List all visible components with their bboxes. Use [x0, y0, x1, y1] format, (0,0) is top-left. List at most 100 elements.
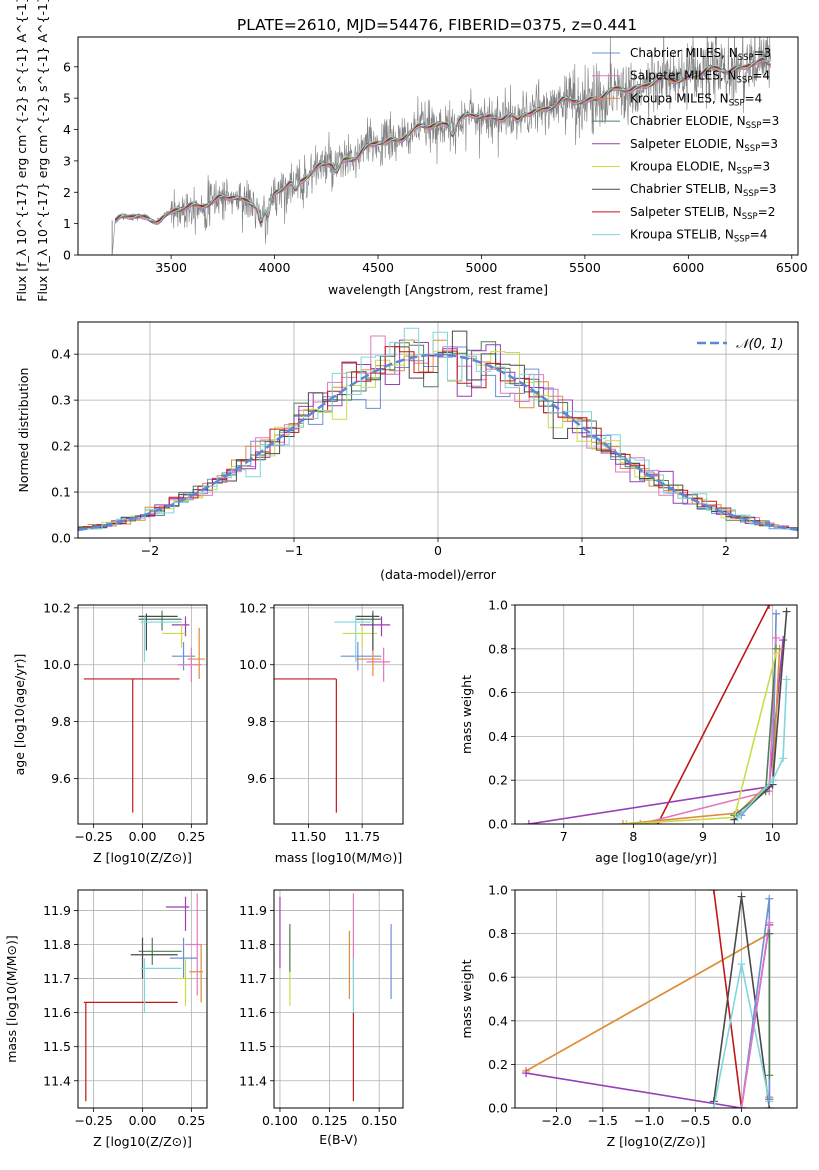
- mass_vs_Z-ytick-label: 11.6: [43, 1005, 71, 1020]
- age_vs_Z-ylabel: age [log10(age/yr)]: [12, 654, 27, 776]
- weight_vs_age-xtick-label: 8: [629, 829, 637, 844]
- weight_vs_age-marker-8-0: [733, 813, 742, 822]
- age_vs_mass-xtick-label: 11.50: [291, 829, 327, 844]
- mass_vs_Z-marks: [83, 893, 204, 1102]
- weight_vs_Z-marker-4-1: [737, 892, 746, 901]
- residuals-ylabel: Normed distribution: [16, 368, 31, 493]
- weight_vs_Z-marker-6-1: [765, 894, 774, 903]
- age_vs_mass-panel: 11.50 11.75 9.6 9.8 10.0 10.2 mass [log10(M/M⊙…: [239, 600, 404, 865]
- residuals-xtick-label: −2: [141, 543, 159, 558]
- age_vs_mass-plot-area: [274, 605, 403, 824]
- age_vs_Z-xtick-label: 0.25: [177, 829, 205, 844]
- weight_vs_age-line-1: [528, 639, 784, 824]
- weight_vs_age-ylabel: mass weight: [459, 675, 474, 754]
- weight_vs_age-marker-8-1: [768, 776, 777, 785]
- spectrum-ytick-label: 5: [63, 91, 71, 106]
- legend-gauss-label: 𝒩(0, 1): [736, 337, 783, 352]
- spectrum-panel: 3500 4000 4500 5000 5500 6000 6500 0 1 2 3 4 5 6 wavel…: [14, 0, 808, 302]
- mass_vs_Z-ytick-label: 11.8: [43, 937, 71, 952]
- residual-histogram-7: [82, 346, 798, 530]
- legend-label-2: Kroupa MILES, NSSP=4: [630, 91, 762, 108]
- weight_vs_age-marker-8-3: [782, 675, 791, 684]
- mass_vs_ebv-xlabel: E(B-V): [319, 1132, 358, 1147]
- spectrum-xtick-label: 5500: [569, 260, 601, 275]
- weight_vs_age-ytick-label: 0.0: [488, 817, 508, 832]
- weight_vs_Z-xtick-label: −1.5: [588, 1113, 618, 1128]
- weight_vs_Z-xtick-label: 0.0: [732, 1113, 752, 1128]
- weight_vs_age-marker-7-2: [782, 607, 791, 616]
- spectrum-xtick-label: 3500: [155, 260, 187, 275]
- weight_vs_age-marker-1-2: [779, 636, 788, 645]
- weight_vs_age-marker-1-0: [524, 820, 533, 824]
- spectrum-marks: [111, 37, 772, 255]
- residuals-ytick-label: 0.3: [51, 393, 71, 408]
- weight_vs_Z-marker-2-0: [522, 1069, 531, 1078]
- weight_vs_Z-ytick-label: 0.0: [488, 1101, 508, 1116]
- spectrum-ytick-label: 6: [63, 59, 71, 74]
- weight_vs_Z-ylabel: mass weight: [459, 959, 474, 1038]
- legend-label-1: Salpeter MILES, NSSP=4: [630, 69, 770, 86]
- weight_vs_Z-ytick-label: 0.6: [488, 970, 508, 985]
- weight_vs_age-line-0: [656, 605, 770, 824]
- legend-label-0: Chabrier MILES, NSSP=3: [630, 46, 771, 63]
- residuals-ytick-label: 0.0: [51, 531, 71, 546]
- charts-layer: 3500 4000 4500 5000 5500 6000 6500 0 1 2 3 4 5 6 wavel…: [4, 0, 808, 1149]
- spectrum-xtick-label: 4500: [362, 260, 394, 275]
- weight_vs_age-marker-0-1: [765, 605, 774, 609]
- spectrum-xtick-label: 5000: [466, 260, 498, 275]
- mass_vs_ebv-frame: [273, 889, 404, 1109]
- weight_vs_age-ytick-label: 0.2: [488, 773, 508, 788]
- residuals-xtick-label: 2: [722, 543, 730, 558]
- weight_vs_age-frame: [514, 604, 798, 825]
- weight_vs_Z-xtick-label: −0.5: [680, 1113, 710, 1128]
- age_vs_mass-ytick-label: 10.0: [239, 657, 267, 672]
- age_vs_mass-ytick-label: 9.6: [247, 771, 267, 786]
- age_vs_Z-xlabel: Z [log10(Z/Z⊙)]: [93, 850, 192, 865]
- age_vs_Z-ytick-label: 10.0: [43, 657, 71, 672]
- weight_vs_age-xtick-label: 10: [765, 829, 781, 844]
- spectrum-xtick-label: 6500: [776, 260, 808, 275]
- weight_vs_Z-panel: −2.0 −1.5 −1.0 −0.5 0.0 0.0 0.2 0.4 0.6 0.8 1.0 Z […: [459, 883, 798, 1149]
- weight_vs_age-marker-4-0: [618, 820, 627, 824]
- weight_vs_Z-marker-5-0: [709, 1104, 718, 1108]
- weight_vs_age-xtick-label: 7: [560, 829, 568, 844]
- spectrum-frame: [77, 36, 799, 256]
- legend-label-7: Salpeter STELIB, NSSP=2: [630, 205, 775, 222]
- weight_vs_Z-marker-6-2: [765, 1095, 774, 1104]
- age_vs_Z-xtick-label: −0.25: [74, 829, 112, 844]
- weight_vs_age-ytick-label: 0.6: [488, 685, 508, 700]
- weight_vs_Z-marker-3-0: [709, 890, 718, 894]
- legend-label-6: Chabrier STELIB, NSSP=3: [630, 182, 777, 199]
- legend-label-4: Salpeter ELODIE, NSSP=3: [630, 137, 778, 154]
- legend-label-5: Kroupa ELODIE, NSSP=3: [630, 160, 770, 177]
- weight_vs_Z-ytick-label: 0.2: [488, 1057, 508, 1072]
- residuals-legend: 𝒩(0, 1): [697, 337, 783, 352]
- weight_vs_Z-marker-7-0: [737, 1104, 746, 1108]
- residuals-panel: −2 −1 0 1 2 0.0 0.1 0.2 0.3 0.4 (data-model)/error…: [16, 321, 799, 582]
- age_vs_Z-panel: −0.25 0.00 0.25 9.6 9.8 10.0 10.2 Z [log10(Z/Z⊙…: [12, 600, 208, 865]
- weight_vs_age-marker-6-0: [622, 820, 631, 824]
- weight_vs_Z-xtick-label: −2.0: [541, 1113, 571, 1128]
- weight_vs_Z-ytick-label: 1.0: [488, 883, 508, 898]
- mass_vs_Z-ylabel: mass [log10(M/M⊙)]: [4, 935, 19, 1063]
- weight_vs_age-xtick-label: 9: [699, 829, 707, 844]
- mass_vs_Z-xtick-label: 0.25: [177, 1113, 205, 1128]
- spectrum-ytick-label: 3: [63, 153, 71, 168]
- mass_vs_ebv-ytick-label: 11.6: [239, 1005, 267, 1020]
- weight_vs_age-line-8: [737, 679, 788, 818]
- spectrum-ytick-label: 4: [63, 122, 71, 137]
- weight_vs_age-marker-3-0: [636, 820, 645, 824]
- residuals-ytick-label: 0.4: [51, 347, 71, 362]
- mass_vs_ebv-plot-area: [274, 890, 403, 1108]
- weight_vs_age-panel: 7 8 9 10 0.0 0.2 0.4 0.6 0.8 1.0 age [log10(age/yr…: [459, 598, 798, 865]
- mass_vs_ebv-xtick-label: 0.125: [312, 1113, 348, 1128]
- residuals-xtick-label: 0: [434, 543, 442, 558]
- observed-spectrum-line: [111, 37, 772, 255]
- residual-histogram-5: [87, 339, 798, 530]
- mass_vs_ebv-ytick-label: 11.4: [239, 1073, 267, 1088]
- weight_vs_Z-marks: [522, 890, 774, 1108]
- spectrum-xtick-label: 4000: [259, 260, 291, 275]
- residual-histogram-4: [82, 339, 798, 530]
- weight_vs_Z-line-7: [740, 922, 771, 1108]
